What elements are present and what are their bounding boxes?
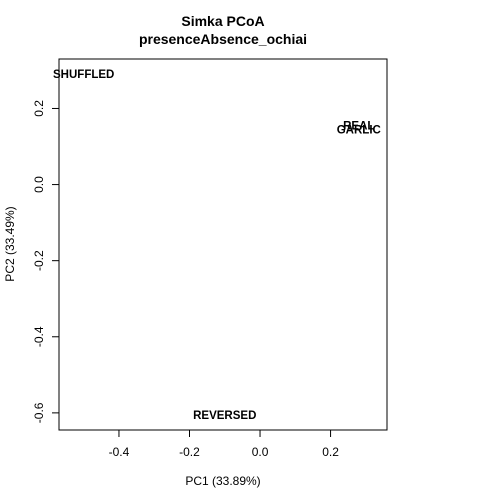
x-tick-label: -0.2 <box>179 445 200 459</box>
x-tick-label: -0.4 <box>109 445 130 459</box>
y-axis: -0.6 -0.4 -0.2 0.0 0.2 <box>32 100 60 423</box>
chart-title: Simka PCoA <box>181 13 264 29</box>
x-tick-label: 0.0 <box>252 445 269 459</box>
x-tick-label: 0.2 <box>322 445 339 459</box>
chart-subtitle: presenceAbsence_ochiai <box>139 31 307 47</box>
x-axis: -0.4 -0.2 0.0 0.2 <box>109 429 339 459</box>
point-label-garlic: GARLIC <box>337 124 381 136</box>
plot-frame <box>58 58 388 431</box>
x-axis-label: PC1 (33.89%) <box>185 474 260 488</box>
point-label-reversed: REVERSED <box>193 410 256 422</box>
y-tick-label: 0.2 <box>32 100 46 117</box>
y-axis-label: PC2 (33.49%) <box>3 206 17 281</box>
y-tick-label: -0.6 <box>32 402 46 423</box>
point-label-real: REAL <box>343 121 374 133</box>
y-tick-label: -0.4 <box>32 326 46 347</box>
y-tick-label: -0.2 <box>32 250 46 271</box>
point-label-shuffled: SHUFFLED <box>53 69 114 81</box>
y-tick-label: 0.0 <box>32 176 46 193</box>
